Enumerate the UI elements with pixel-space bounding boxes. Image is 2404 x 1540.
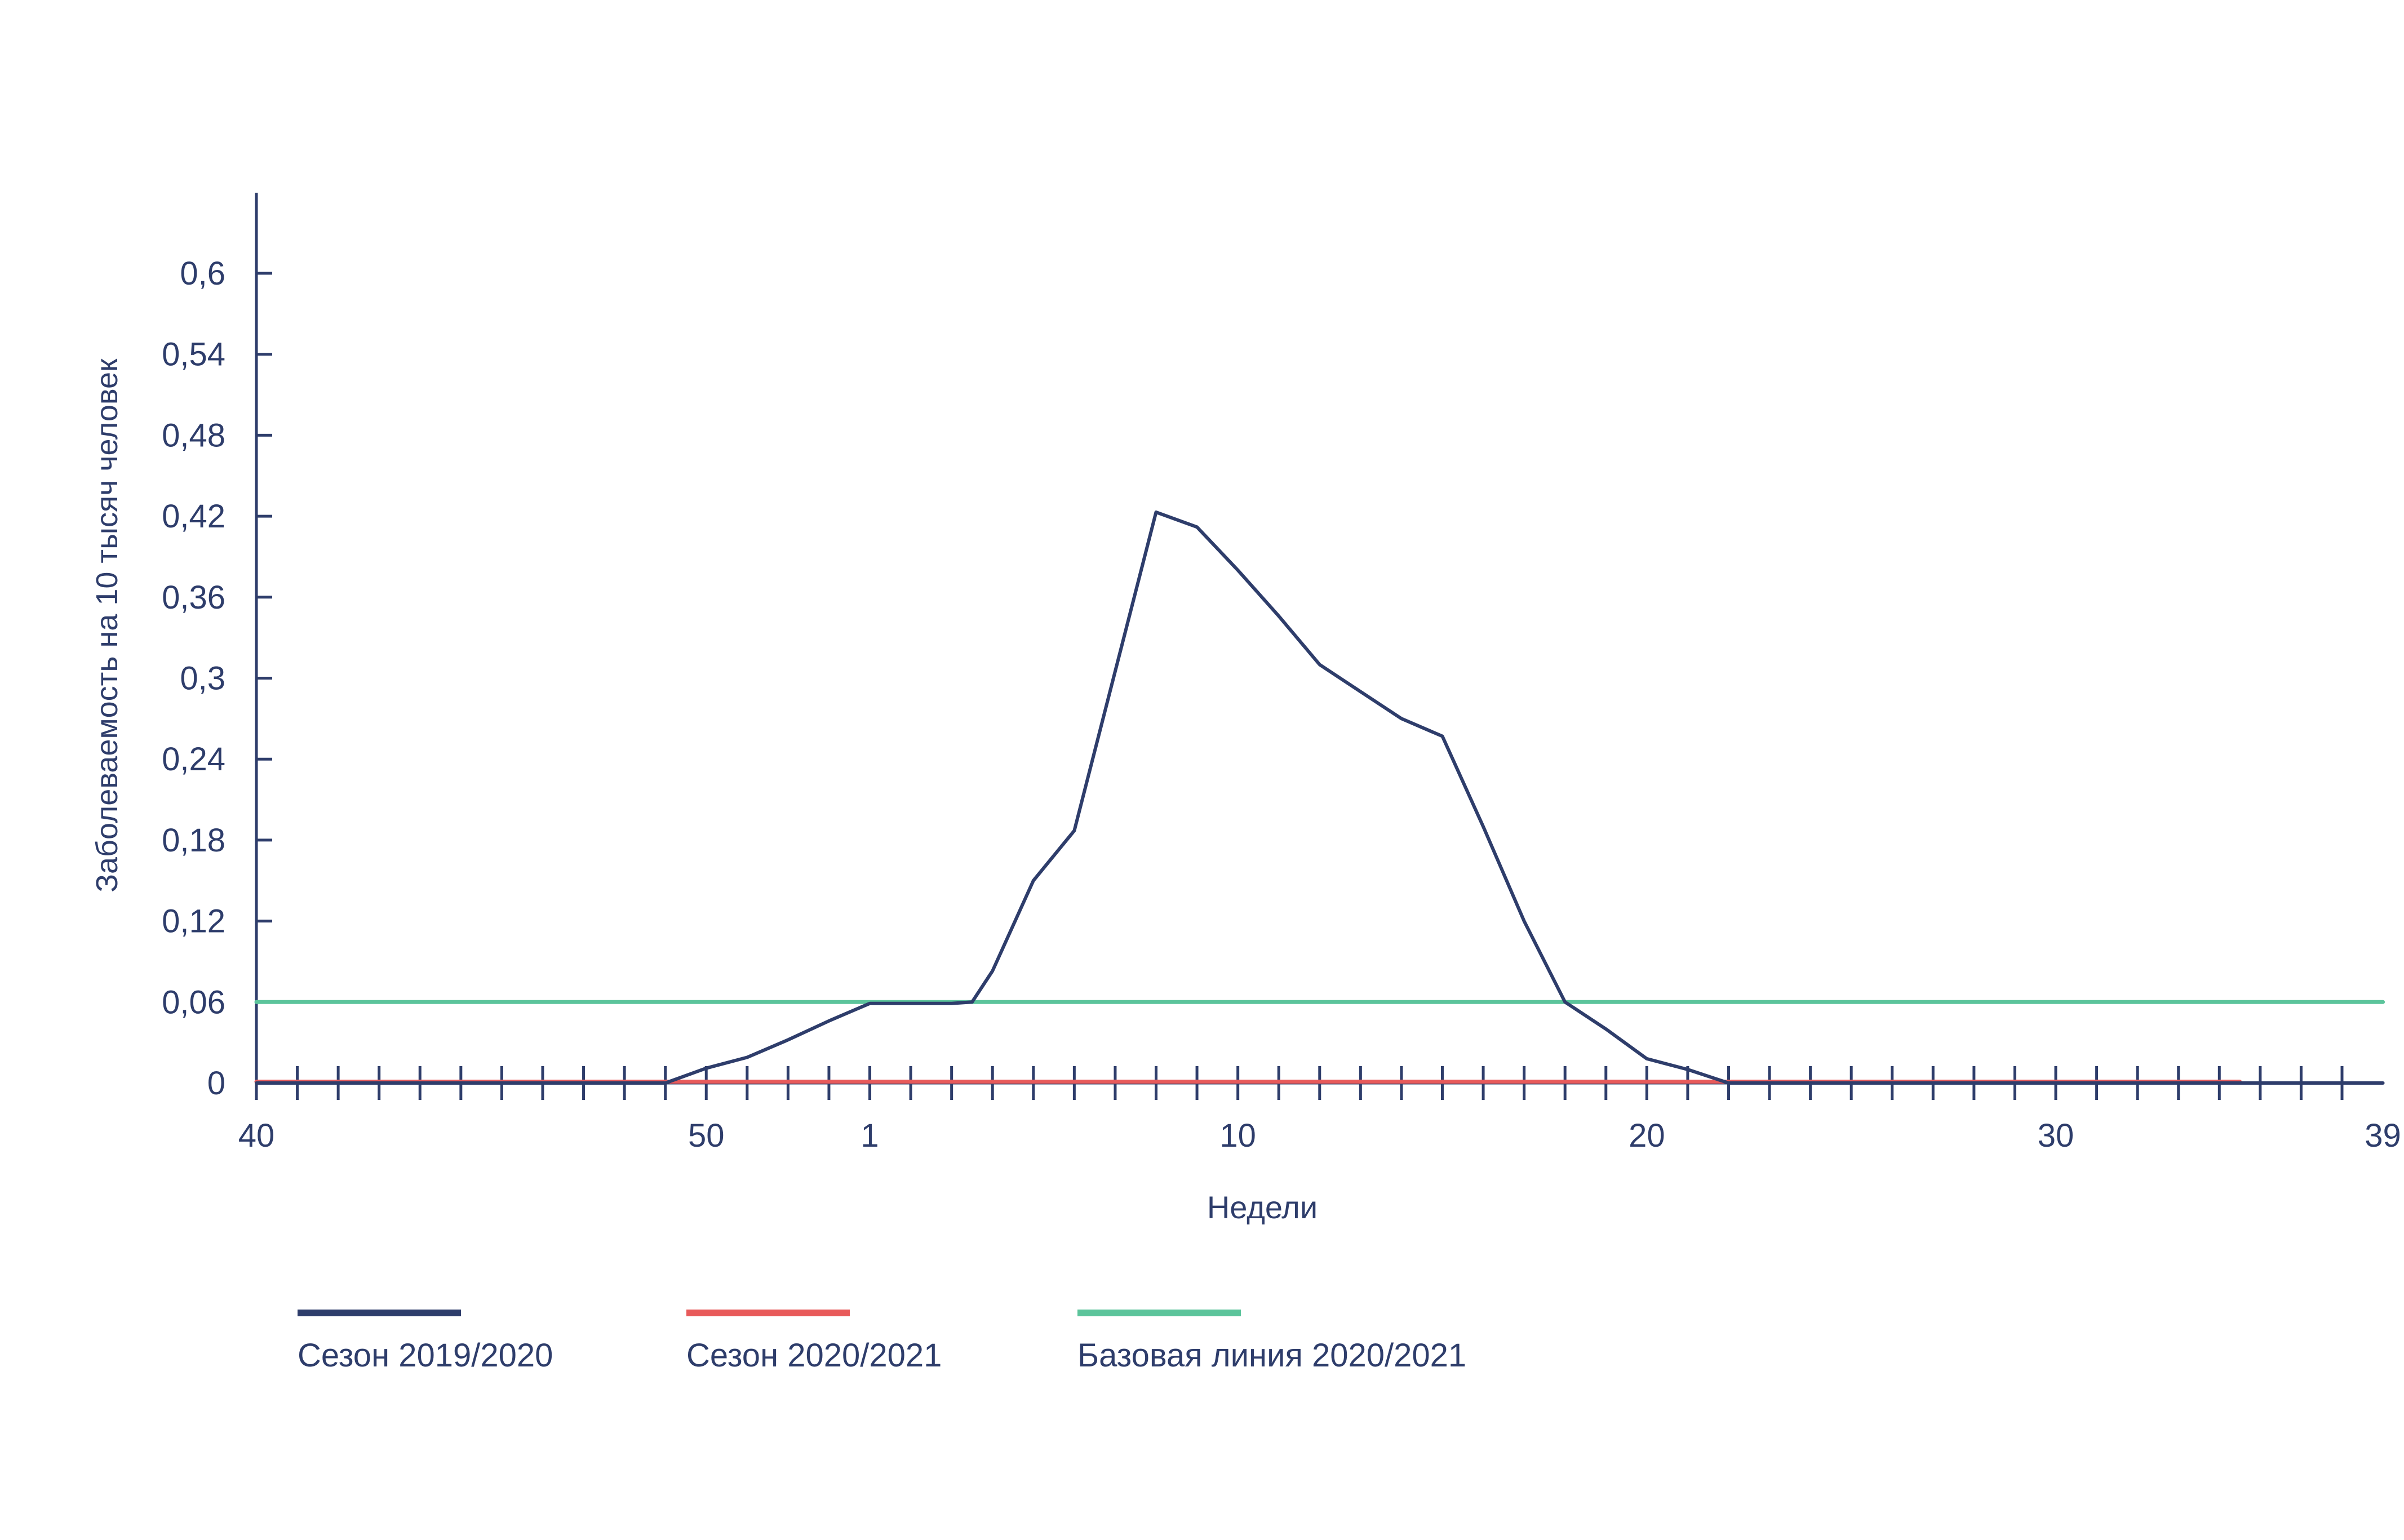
legend-label: Сезон 2020/2021 [686,1337,942,1374]
y-tick-label: 0,3 [180,660,225,697]
tick-labels: 0 0,06 0,12 0,18 0,24 0,3 0,36 0,42 0,48 0,54 0,6 4… [162,255,2401,1154]
x-tick-label: 40 [238,1117,275,1154]
x-tick-label: 50 [688,1117,725,1154]
legend: Сезон 2019/2020 Сезон 2020/2021 Базовая ли… [298,1310,1466,1374]
y-tick-label: 0,18 [162,822,225,859]
y-tick-label: 0,36 [162,579,225,616]
y-tick-label: 0,6 [180,255,225,292]
y-axis-title: Заболеваемость на 10 тысяч человек [90,358,124,893]
y-tick-label: 0,54 [162,336,225,373]
y-tick-label: 0 [207,1065,225,1102]
series-layer [254,510,2385,1085]
y-tick-label: 0,48 [162,417,225,454]
x-tick-label: 30 [2038,1117,2074,1154]
y-tick-label: 0,42 [162,498,225,535]
series-line-сезон-2019-2020 [255,510,2385,1085]
x-tick-label: 39 [2365,1117,2401,1154]
legend-label: Сезон 2019/2020 [298,1337,553,1374]
x-axis-title: Недели [1207,1190,1318,1225]
legend-label: Базовая линия 2020/2021 [1077,1337,1466,1374]
y-tick-label: 0,24 [162,741,225,778]
y-tick-label: 0,12 [162,903,225,940]
x-tick-label: 20 [1629,1117,1665,1154]
y-tick-label: 0,06 [162,984,225,1020]
x-tick-label: 10 [1219,1117,1256,1154]
x-tick-label: 1 [861,1117,879,1154]
axes [255,193,2344,1100]
